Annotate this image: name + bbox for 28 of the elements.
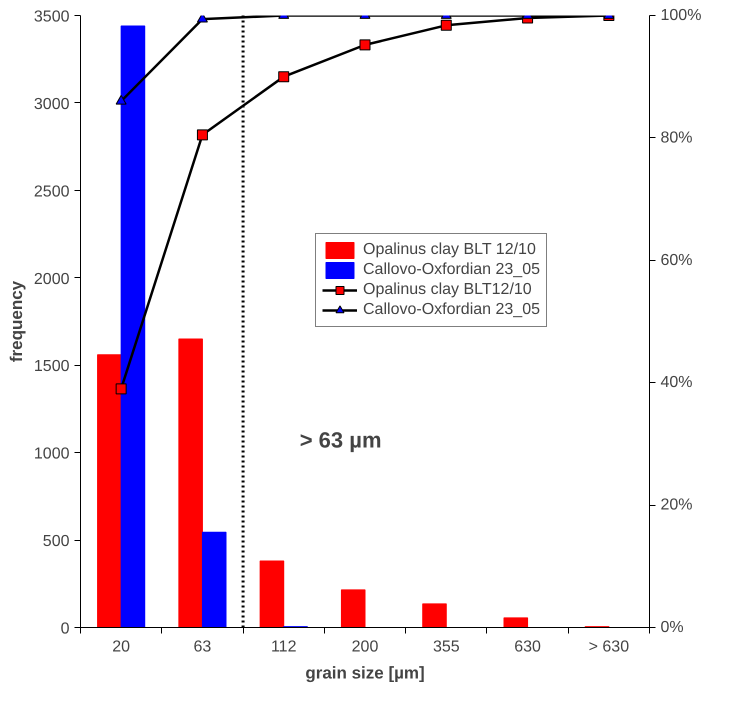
x-tick-label: 355 (432, 638, 460, 656)
x-tick-label: 200 (352, 638, 378, 656)
y-axis-title: frequency (6, 280, 26, 362)
y2-tick-label: 40% (660, 374, 693, 392)
y2-tick-label: 100% (660, 7, 702, 24)
x-tick-label: 630 (514, 638, 542, 656)
y2-tick-label: 80% (660, 129, 693, 146)
y-tick-label: 3500 (34, 8, 70, 26)
y-tick-label: 1000 (34, 446, 70, 463)
x-tick-label: > 630 (588, 638, 630, 656)
x-axis-title: grain size [µm] (305, 664, 425, 682)
y-tick-label: 2000 (34, 270, 70, 288)
y-tick-label: 2500 (34, 183, 70, 200)
y2-tick-label: 0% (660, 619, 684, 636)
y-tick-label: 0 (60, 620, 70, 638)
y-tick-label: 3000 (34, 96, 70, 113)
x-tick-label: 112 (270, 638, 297, 656)
y-tick-label: 500 (42, 533, 70, 550)
y2-tick-label: 20% (660, 496, 693, 514)
y2-tick-label: 60% (660, 252, 693, 269)
legend-label: Opalinus clay BLT12/10 (363, 281, 532, 299)
annotation: > 63 µm (300, 428, 382, 453)
x-tick-label: 20 (112, 638, 130, 656)
legend-label: Callovo-Oxfordian 23_05 (363, 261, 540, 279)
legend-label: Callovo-Oxfordian 23_05 (363, 301, 540, 319)
legend-label: Opalinus clay BLT 12/10 (363, 241, 536, 259)
y-tick-label: 1500 (34, 358, 70, 376)
x-tick-label: 63 (194, 638, 212, 656)
